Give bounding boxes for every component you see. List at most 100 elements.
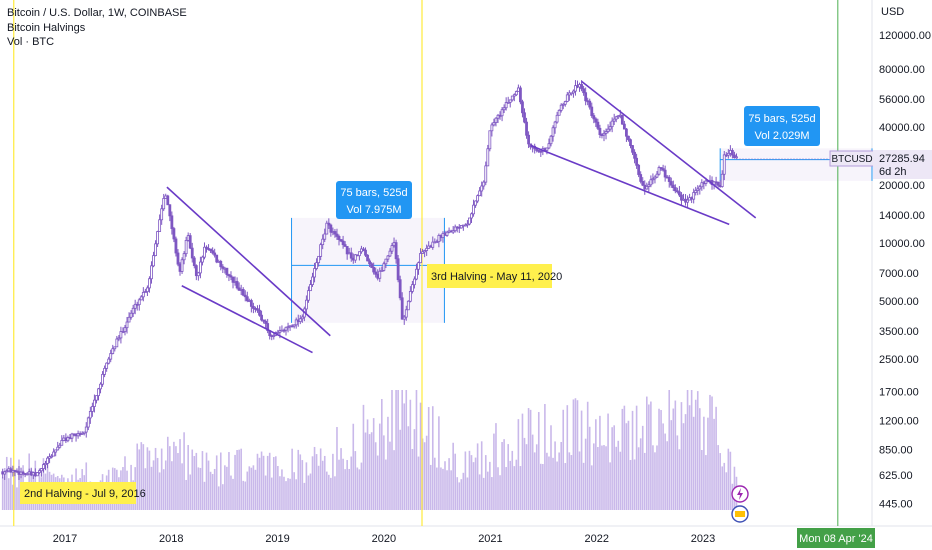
candle-body [647, 184, 651, 187]
earnings-badge-icon[interactable] [731, 505, 749, 523]
candle-body [194, 265, 198, 277]
trend-line[interactable] [581, 80, 757, 219]
candle-body [321, 238, 325, 246]
volume-bar [427, 407, 430, 510]
alert-lightning-icon[interactable] [731, 485, 749, 503]
volume-bar [270, 477, 273, 510]
candle-body [300, 316, 304, 320]
candle-body [219, 261, 223, 268]
candle-body [622, 123, 626, 130]
range-1-callout[interactable]: 75 bars, 525d Vol 7.975M [336, 181, 412, 219]
halving-2-callout[interactable]: 2nd Halving - Jul 9, 2016 [20, 482, 146, 504]
volume-bar [623, 405, 626, 510]
volume-bar [328, 474, 330, 510]
candle-body [323, 233, 327, 240]
candle-body [468, 217, 471, 225]
volume-bar [179, 439, 181, 510]
volume-bar [209, 471, 212, 510]
candle-body [166, 195, 170, 206]
candle-body [547, 143, 551, 149]
trend-line[interactable] [166, 186, 331, 337]
volume-bar [482, 477, 485, 510]
candle-body [486, 148, 490, 167]
volume-bar [472, 462, 475, 510]
trend-line[interactable] [530, 144, 730, 226]
candle-body [35, 472, 39, 477]
volume-bar [338, 459, 340, 510]
last-price-tag[interactable]: 27285.94 6d 2h [873, 150, 932, 179]
volume-bar [193, 456, 196, 510]
volume-bar [542, 464, 544, 510]
candle-body [353, 254, 357, 261]
candle-body [435, 241, 439, 244]
candle-body [482, 181, 486, 187]
candle-body [582, 88, 586, 94]
range-1-volume: Vol 7.975M [346, 204, 401, 216]
candle-body [419, 253, 422, 264]
volume-bar [570, 455, 573, 510]
volume-bar [136, 443, 139, 510]
volume-bar [242, 480, 245, 510]
volume-bar [411, 448, 414, 510]
candle-body [260, 314, 263, 321]
candle-body [606, 128, 610, 132]
volume-bar [643, 452, 646, 510]
candle-body [139, 296, 143, 301]
volume-bar [199, 467, 202, 510]
candle-body [315, 262, 318, 269]
volume-bar [232, 478, 234, 510]
volume-bar [301, 460, 304, 510]
candle-body [357, 251, 361, 257]
volume-title: Vol · BTC [7, 36, 55, 48]
volume-bar [686, 390, 689, 510]
volume-bar [680, 402, 683, 510]
volume-bar [721, 466, 724, 510]
candle-body [282, 329, 286, 332]
volume-bar [397, 390, 399, 510]
candle-body [490, 124, 494, 132]
trend-line[interactable] [181, 285, 313, 354]
candle-body [154, 243, 157, 256]
halving-3-callout[interactable]: 3rd Halving - May 11, 2020 [427, 264, 562, 288]
volume-bar [627, 420, 630, 510]
candle-body [199, 261, 202, 274]
volume-bar [254, 469, 257, 510]
volume-bar [578, 451, 581, 510]
candle-body [608, 126, 612, 130]
volume-bar [480, 441, 483, 510]
candle-body [266, 323, 270, 332]
candle-body [722, 154, 726, 175]
volume-bar [605, 446, 607, 510]
bar-countdown: 6d 2h [879, 166, 907, 178]
volume-bar [154, 447, 157, 510]
volume-bar [415, 390, 418, 510]
candle-body [539, 150, 543, 153]
candle-body [388, 250, 392, 257]
candle-body [478, 190, 482, 197]
candle-body [337, 236, 341, 240]
volume-bar [440, 467, 442, 510]
candle-body [384, 258, 388, 265]
volume-bar [476, 443, 479, 510]
symbol-tag[interactable]: BTCUSD [829, 150, 875, 167]
price-tick-label: 445.00 [879, 498, 913, 510]
candle-body [502, 107, 506, 111]
candle-body [437, 235, 441, 243]
volume-bar [146, 447, 149, 510]
candle-body [162, 198, 166, 210]
price-tick-label: 2500.00 [879, 354, 919, 366]
halving-3-label: 3rd Halving - May 11, 2020 [431, 271, 562, 283]
volume-bar [197, 467, 200, 510]
candle-body [339, 239, 343, 242]
candle-body [484, 165, 488, 183]
volume-bar [285, 481, 287, 510]
volume-bar [16, 487, 18, 510]
range-2-callout[interactable]: 75 bars, 525d Vol 2.029M [744, 106, 820, 146]
candle-body [390, 245, 394, 252]
volume-bar [588, 426, 591, 510]
candle-body [525, 121, 528, 136]
candle-body [555, 114, 559, 123]
volume-bar [236, 450, 238, 510]
price-tick-label: 14000.00 [879, 210, 925, 222]
